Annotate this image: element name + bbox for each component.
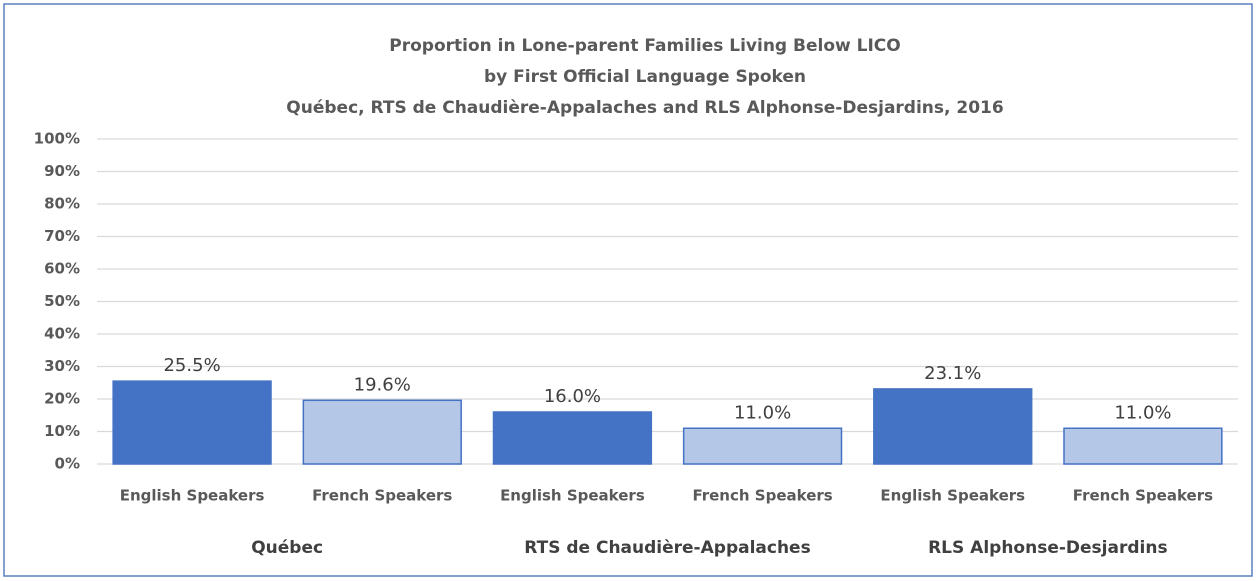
data-label: 16.0% (544, 386, 601, 407)
x-tick-label: English Speakers (880, 487, 1025, 505)
y-tick-label: 20% (44, 390, 80, 408)
x-tick-label: English Speakers (120, 487, 265, 505)
group-label: Québec (251, 538, 323, 558)
group-label: RLS Alphonse-Desjardins (928, 538, 1168, 558)
y-tick-label: 70% (44, 227, 80, 245)
x-tick-label: French Speakers (1073, 487, 1213, 505)
y-tick-label: 30% (44, 357, 80, 375)
bar (1063, 427, 1223, 465)
y-tick-label: 50% (44, 292, 80, 310)
chart-title: Québec, RTS de Chaudière-Appalaches and … (286, 98, 1003, 118)
bar (873, 388, 1033, 465)
y-tick-label: 60% (44, 260, 80, 278)
data-label: 19.6% (354, 374, 411, 395)
x-tick-label: French Speakers (692, 487, 832, 505)
data-label: 25.5% (163, 355, 220, 376)
x-tick-label: French Speakers (312, 487, 452, 505)
y-tick-label: 0% (55, 455, 80, 473)
y-tick-label: 100% (34, 130, 80, 148)
y-tick-label: 40% (44, 325, 80, 343)
bar (492, 411, 653, 465)
group-label: RTS de Chaudière-Appalaches (524, 538, 810, 558)
x-tick-label: English Speakers (500, 487, 645, 505)
chart-title: by First Official Language Spoken (484, 67, 806, 87)
y-tick-label: 80% (44, 195, 80, 213)
y-tick-label: 10% (44, 422, 80, 440)
data-label: 11.0% (1114, 402, 1171, 423)
bar (302, 399, 462, 465)
bar (682, 427, 843, 465)
y-tick-label: 90% (44, 162, 80, 180)
chart-title: Proportion in Lone-parent Families Livin… (389, 36, 900, 56)
data-label: 23.1% (924, 363, 981, 384)
bar (112, 380, 272, 465)
chart-border (3, 3, 1253, 577)
data-label: 11.0% (734, 402, 791, 423)
